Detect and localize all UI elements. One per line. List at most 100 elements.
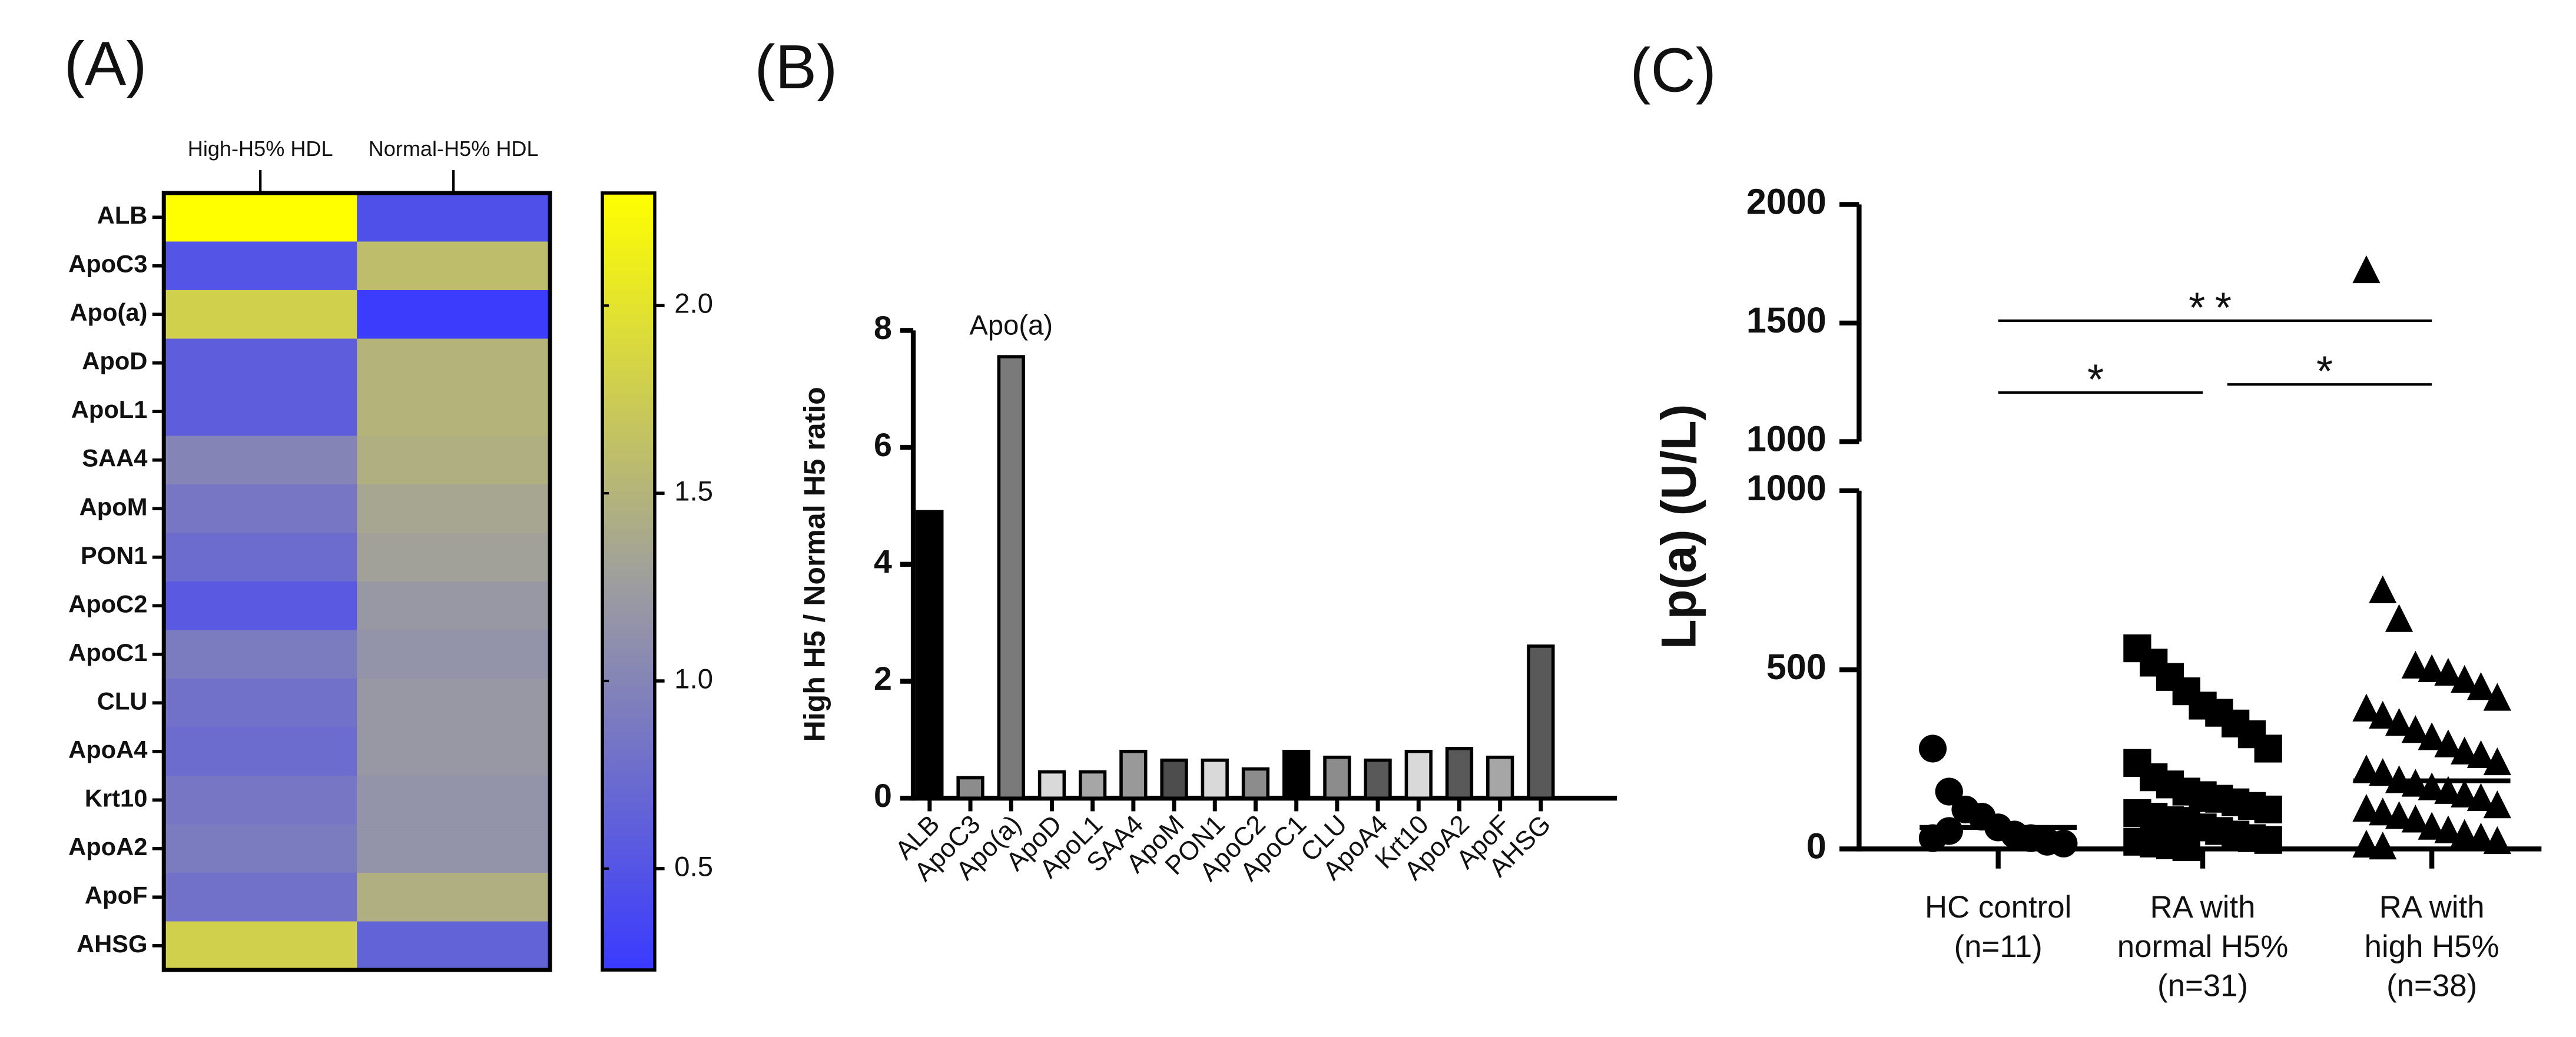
heat-cell <box>164 484 358 534</box>
heat-cell <box>164 192 358 242</box>
data-point <box>2385 801 2413 829</box>
x-tick-label: high H5% <box>2365 929 2499 964</box>
y-tick-label: 4 <box>874 544 892 580</box>
heat-cell <box>164 241 358 291</box>
significance-label: * <box>2316 348 2343 395</box>
x-tick-label: (n=38) <box>2386 969 2477 1003</box>
data-point <box>2483 683 2511 711</box>
row-label: ApoL1 <box>71 395 148 423</box>
bar <box>916 510 944 800</box>
heat-cell <box>357 581 551 631</box>
bar <box>1486 755 1514 800</box>
heat-cell <box>357 192 551 242</box>
heat-cell <box>357 630 551 680</box>
heat-cell <box>357 533 551 583</box>
data-point <box>1935 777 1963 806</box>
row-label: CLU <box>97 687 148 714</box>
heat-cell <box>357 679 551 728</box>
heat-cell <box>164 776 358 825</box>
panel-label: (A) <box>64 29 147 99</box>
data-point <box>2466 822 2495 850</box>
y-axis-label: Lp(a) (U/L) <box>1651 404 1706 650</box>
heat-cell <box>357 290 551 340</box>
heat-cell <box>164 290 358 340</box>
heat-cell <box>357 727 551 777</box>
y-tick-label: 0 <box>1806 826 1826 866</box>
data-point <box>2466 740 2495 768</box>
data-point <box>2434 776 2462 804</box>
row-label: ApoC2 <box>68 590 147 617</box>
heat-cell <box>357 338 551 388</box>
data-point <box>2418 772 2446 800</box>
heat-cell <box>164 727 358 777</box>
heat-cell <box>357 776 551 825</box>
row-label: ApoD <box>82 347 147 375</box>
data-point <box>2369 797 2397 826</box>
data-point <box>2483 790 2511 819</box>
y-tick-label: 2000 <box>1746 182 1826 222</box>
heat-cell <box>164 581 358 631</box>
data-point <box>2434 815 2462 843</box>
heat-cell <box>357 436 551 486</box>
row-label: ApoA4 <box>68 736 147 763</box>
row-label: Apo(a) <box>69 298 147 326</box>
bar <box>1079 770 1107 800</box>
data-point <box>2451 779 2479 807</box>
column-label: Normal-H5% HDL <box>369 137 539 161</box>
data-point <box>2401 650 2429 679</box>
data-point <box>2352 794 2381 822</box>
data-point <box>2385 604 2413 632</box>
data-point <box>1918 734 1947 763</box>
x-tick-label: normal H5% <box>2117 929 2289 964</box>
data-point <box>2451 664 2479 693</box>
bar <box>1119 749 1148 800</box>
row-label: PON1 <box>81 541 147 569</box>
y-tick-label: 1500 <box>1746 300 1826 340</box>
data-point <box>2352 255 2381 284</box>
bar <box>1527 644 1555 800</box>
data-point <box>2451 819 2479 847</box>
data-point <box>2369 700 2397 729</box>
bar <box>1404 749 1433 800</box>
bar <box>1445 747 1474 800</box>
row-label: ApoF <box>85 881 147 909</box>
significance-label: * <box>2087 356 2114 403</box>
heat-cell <box>164 436 358 486</box>
data-point <box>2434 657 2462 686</box>
data-point <box>2254 826 2282 854</box>
data-point <box>2466 672 2495 700</box>
data-point <box>2352 693 2381 722</box>
data-point <box>2050 829 2078 857</box>
row-label: SAA4 <box>82 444 147 472</box>
row-label: ApoC1 <box>68 639 147 666</box>
data-point <box>2418 812 2446 840</box>
data-point <box>2369 575 2397 604</box>
bar <box>1201 758 1229 800</box>
data-point <box>1935 817 1963 845</box>
x-tick-label: (n=11) <box>1954 929 2043 964</box>
row-label: ALB <box>97 201 148 229</box>
x-tick-label: RA with <box>2150 890 2256 925</box>
bar <box>1160 758 1188 800</box>
heat-cell <box>357 241 551 291</box>
heat-cell <box>164 338 358 388</box>
y-tick-label: 1000 <box>1746 419 1826 459</box>
colorbar-tick-label: 0.5 <box>674 851 713 882</box>
y-tick-label: 1000 <box>1746 468 1826 508</box>
x-tick-label: RA with <box>2379 890 2485 925</box>
heatmap-frame <box>161 191 552 972</box>
data-point <box>2385 707 2413 736</box>
data-point <box>2401 805 2429 833</box>
heat-cell <box>164 630 358 680</box>
bar <box>1282 749 1311 800</box>
data-point <box>2466 783 2495 812</box>
heat-cell <box>357 484 551 534</box>
row-label: AHSG <box>77 930 147 958</box>
data-point <box>2369 831 2397 860</box>
heat-cell <box>357 921 551 971</box>
heat-cell <box>357 824 551 874</box>
data-point <box>2483 826 2511 855</box>
bar <box>1323 755 1351 800</box>
bar <box>997 355 1025 800</box>
significance-label: ** <box>2189 284 2242 331</box>
